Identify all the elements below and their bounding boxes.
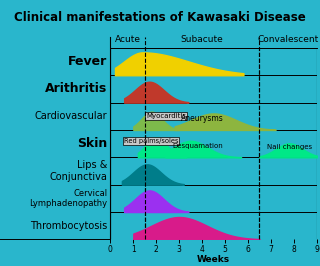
Text: Lips &
Conjunctiva: Lips & Conjunctiva [49, 160, 107, 182]
Text: Cervical
Lymphadenopathy: Cervical Lymphadenopathy [29, 189, 107, 208]
Text: Convalescent: Convalescent [258, 35, 319, 44]
Text: Desquamation: Desquamation [172, 143, 223, 149]
Text: Cardiovascular: Cardiovascular [35, 111, 107, 121]
Text: Aneurysms: Aneurysms [181, 114, 223, 123]
Text: Acute: Acute [115, 35, 140, 44]
Text: Thrombocytosis: Thrombocytosis [30, 221, 107, 231]
Text: Myocarditis: Myocarditis [146, 113, 186, 119]
Text: Skin: Skin [77, 137, 107, 150]
Text: Fever: Fever [68, 55, 107, 68]
X-axis label: Weeks: Weeks [197, 255, 230, 264]
Text: Red palms/soles: Red palms/soles [124, 138, 179, 144]
Text: Subacute: Subacute [181, 35, 223, 44]
Text: Arithritis: Arithritis [45, 82, 107, 95]
Text: Nail changes: Nail changes [267, 144, 312, 150]
Text: Clinical manifestations of Kawasaki Disease: Clinical manifestations of Kawasaki Dise… [14, 11, 306, 24]
